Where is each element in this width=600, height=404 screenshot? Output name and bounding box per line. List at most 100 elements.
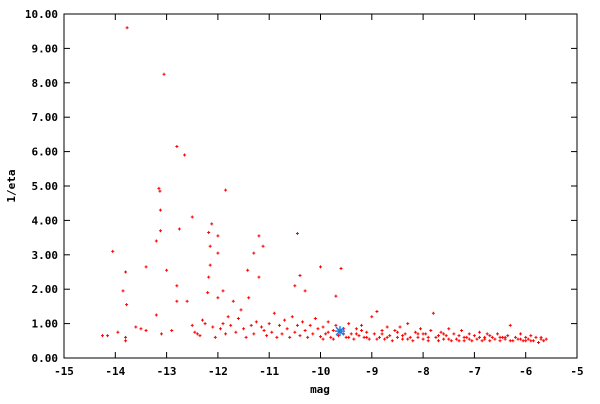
data-point [372,332,376,336]
data-point [246,268,250,272]
data-point [106,334,110,338]
data-point [411,339,415,343]
y-tick-label: 7.00 [32,111,59,124]
data-point [478,335,482,339]
data-point [116,330,120,334]
data-point [283,318,287,322]
data-point [158,208,162,212]
x-tick-label: -11 [259,365,279,378]
data-point [424,332,428,336]
data-point [301,320,305,324]
data-point [326,320,330,324]
data-point [321,325,325,329]
data-point [213,335,217,339]
data-point [452,332,456,336]
data-point [460,328,464,332]
data-point [211,325,215,329]
data-point [224,332,228,336]
data-point [519,337,523,341]
data-point [352,337,356,341]
data-point [544,337,548,341]
data-point [206,291,210,295]
data-point [488,339,492,343]
data-point [208,244,212,248]
data-point [295,323,299,327]
data-point [429,328,433,332]
data-point [539,335,543,339]
data-point [478,330,482,334]
data-point [360,323,364,327]
data-point [385,325,389,329]
x-tick-label: -15 [54,365,74,378]
data-point [531,339,535,343]
data-point [449,339,453,343]
data-point [175,284,179,288]
data-point [385,335,389,339]
data-point [462,335,466,339]
x-tick-label: -12 [208,365,228,378]
data-point [242,327,246,331]
data-point [331,328,335,332]
data-point [542,339,546,343]
data-point [470,339,474,343]
data-point [419,327,423,331]
y-tick-label: 10.00 [25,8,58,21]
data-point [439,330,443,334]
data-point [347,335,351,339]
data-point [298,273,302,277]
points [100,26,548,345]
data-point [508,339,512,343]
highlight-star-marker [334,326,345,337]
data-point [158,229,162,233]
data-point [124,335,128,339]
data-point [503,335,507,339]
data-point [229,323,233,327]
data-point [334,323,338,327]
data-point [125,303,129,307]
data-point [267,322,271,326]
data-point [324,332,328,336]
data-point [162,72,166,76]
data-point [485,332,489,336]
data-point [467,332,471,336]
data-point [216,234,220,238]
data-point [329,335,333,339]
data-point [303,328,307,332]
data-point [295,231,299,235]
data-point [431,311,435,315]
data-point [416,335,420,339]
data-point [170,328,174,332]
data-point [154,239,158,243]
data-point [416,332,420,336]
data-point [524,339,528,343]
x-axis-label: mag [310,383,330,396]
data-point [398,325,402,329]
data-point [303,289,307,293]
data-point [249,323,253,327]
data-point [426,339,430,343]
data-point [393,328,397,332]
data-point [408,335,412,339]
data-point [495,332,499,336]
data-point [265,334,269,338]
data-point [272,311,276,315]
data-point [257,275,261,279]
data-point [210,222,214,226]
data-point [252,251,256,255]
data-point [298,334,302,338]
data-point [380,328,384,332]
data-point [261,244,265,248]
data-point [293,284,297,288]
data-point [121,289,125,293]
data-point [462,339,466,343]
data-point [442,332,446,336]
y-tick-label: 4.00 [32,214,59,227]
data-point [513,335,517,339]
data-point [201,318,205,322]
data-point [362,335,366,339]
y-tick-label: 5.00 [32,180,59,193]
data-point [490,335,494,339]
data-point [190,215,194,219]
x-axis: -15 -14 -13 -12 -11 -10 -9 -8 -7 -6 -5 [54,14,584,378]
